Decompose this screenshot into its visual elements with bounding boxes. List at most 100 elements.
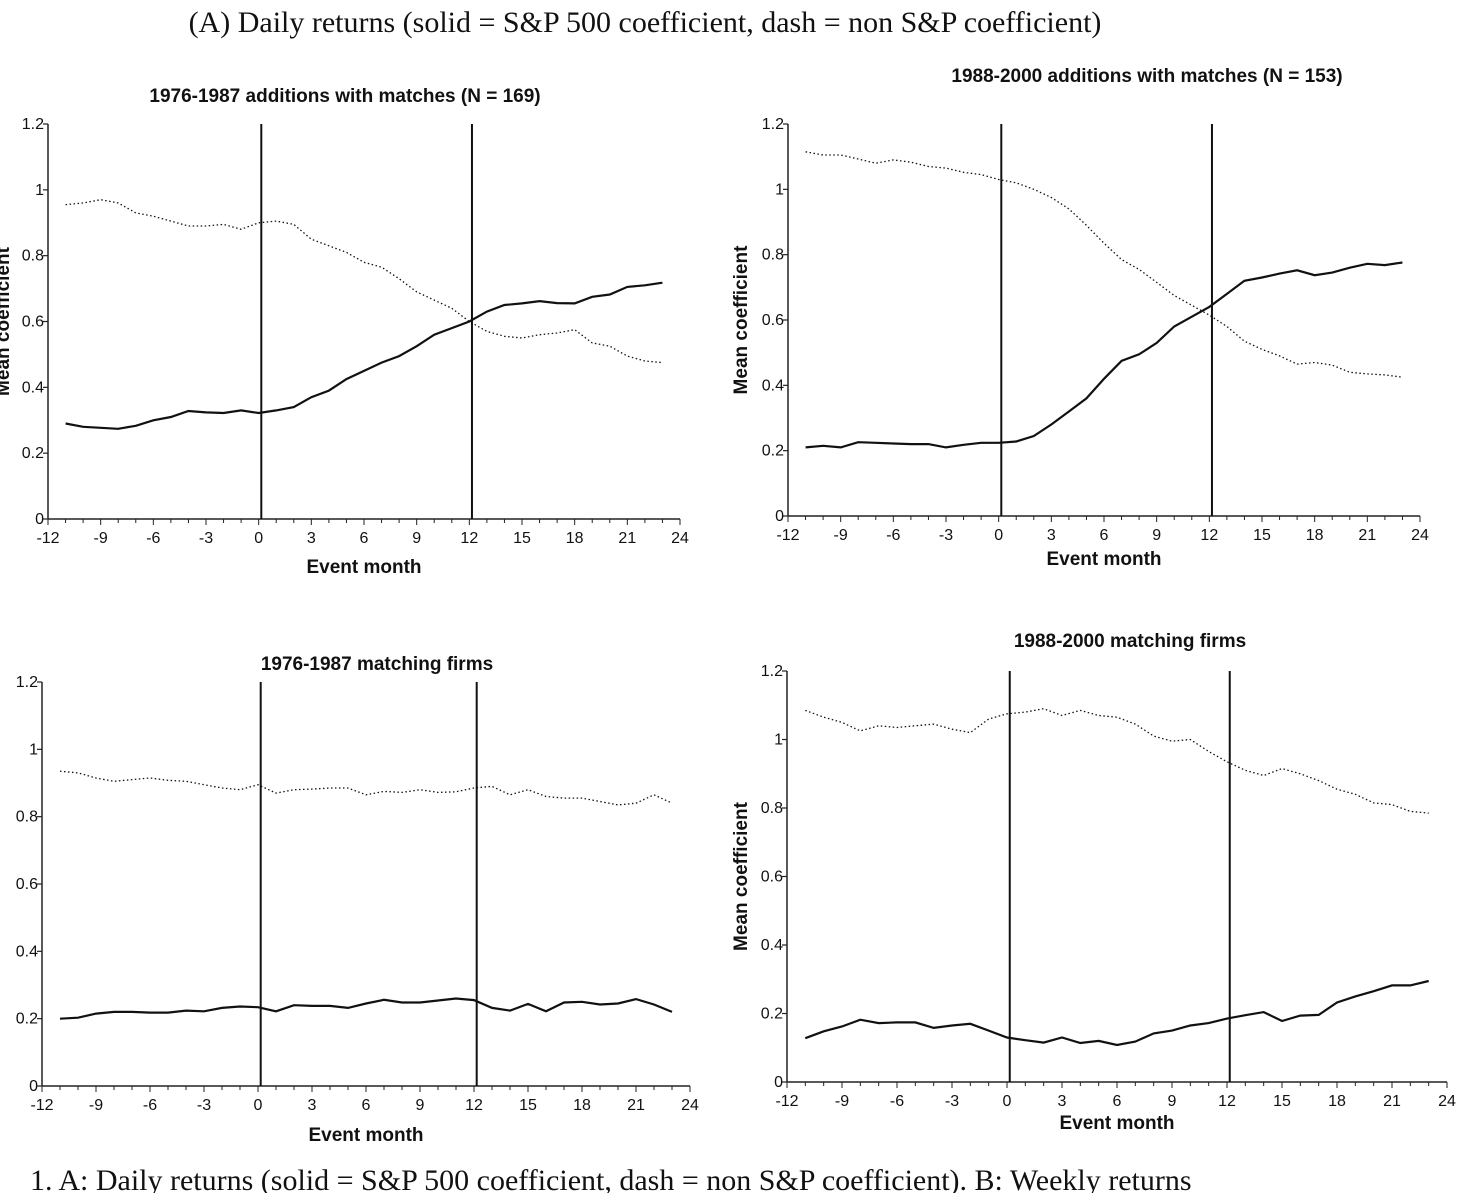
y-tick-label: 1.2 xyxy=(761,663,783,680)
y-tick-label: 0.2 xyxy=(16,1011,38,1028)
y-tick-label: 0.2 xyxy=(762,443,784,460)
x-tick-label: -9 xyxy=(94,530,108,547)
series-nonsp-dotted xyxy=(805,708,1429,814)
panel-bottom-left: 1976-1987 matching firms 0 0.2 0.4 0.6 0.8 1 1.… xyxy=(16,654,699,1146)
x-tick-label: 0 xyxy=(254,1097,263,1114)
y-tick-label: 0 xyxy=(774,1074,783,1091)
x-tick-label: 6 xyxy=(362,1097,371,1114)
x-tick-label: -12 xyxy=(36,530,59,547)
figure-title: (A) Daily returns (solid = S&P 500 coeff… xyxy=(189,6,1102,39)
x-tick-label: 18 xyxy=(566,530,584,547)
y-tick-label: 1.2 xyxy=(762,116,784,133)
y-tick-label: 0.8 xyxy=(761,800,783,817)
x-tick-label: -6 xyxy=(143,1097,157,1114)
x-tick-label: 3 xyxy=(308,1097,317,1114)
x-axis-label: Event month xyxy=(1046,549,1161,570)
x-tick-label: 0 xyxy=(994,527,1003,544)
x-tick-label: -12 xyxy=(775,1093,798,1110)
x-tick-label: 18 xyxy=(1306,527,1324,544)
x-tick-label: -9 xyxy=(835,1093,849,1110)
x-tick-label: -12 xyxy=(30,1097,53,1114)
x-tick-label: -3 xyxy=(197,1097,211,1114)
y-tick-label: 1 xyxy=(774,732,783,749)
y-tick-label: 0.4 xyxy=(762,377,784,394)
y-tick-label: 0.6 xyxy=(762,312,784,329)
series-sp500-solid xyxy=(65,281,663,430)
figure-caption: 1. A: Daily returns (solid = S&P 500 coe… xyxy=(30,1164,1192,1193)
y-tick-label: 1 xyxy=(35,182,44,199)
series-sp500-solid xyxy=(805,261,1403,449)
x-tick-label: 9 xyxy=(416,1097,425,1114)
x-tick-label: 6 xyxy=(1100,527,1109,544)
x-tick-label: 0 xyxy=(1003,1093,1012,1110)
x-tick-label: 15 xyxy=(1273,1093,1291,1110)
x-tick-label: -3 xyxy=(199,530,213,547)
series-nonsp-dotted xyxy=(59,770,673,806)
x-tick-label: -6 xyxy=(890,1093,904,1110)
x-tick-label: 3 xyxy=(1058,1093,1067,1110)
series-nonsp-dotted xyxy=(805,151,1403,378)
y-tick-label: 0.8 xyxy=(16,809,38,826)
x-tick-label: 9 xyxy=(1168,1093,1177,1110)
x-tick-label: -6 xyxy=(146,530,160,547)
x-tick-label: 15 xyxy=(1253,527,1271,544)
y-tick-label: 0.2 xyxy=(761,1006,783,1023)
panel-title: 1988-2000 matching firms xyxy=(1014,631,1246,652)
y-tick-label: 0.2 xyxy=(22,445,44,462)
y-tick-label: 0.8 xyxy=(22,248,44,265)
x-tick-label: 21 xyxy=(618,530,636,547)
x-tick-label: 15 xyxy=(513,530,531,547)
series-nonsp-dotted xyxy=(65,199,663,364)
panel-bottom-right: 1988-2000 matching firms 0 0.2 0.4 0.6 0.8 1 1.… xyxy=(731,631,1456,1134)
y-tick-label: 0.4 xyxy=(22,379,44,396)
x-tick-label: -12 xyxy=(776,527,799,544)
x-tick-label: 18 xyxy=(573,1097,591,1114)
x-tick-label: 3 xyxy=(307,530,316,547)
y-axis-label: Mean coefficient xyxy=(0,246,14,396)
panel-top-left: 1976-1987 additions with matches (N = 16… xyxy=(0,86,689,578)
x-tick-label: -3 xyxy=(945,1093,959,1110)
panel-title: 1976-1987 matching firms xyxy=(261,654,493,675)
series-sp500-solid xyxy=(59,997,673,1020)
x-axis-label: Event month xyxy=(308,1125,423,1146)
x-tick-label: 15 xyxy=(519,1097,537,1114)
x-tick-label: 12 xyxy=(460,530,478,547)
x-tick-label: 21 xyxy=(627,1097,645,1114)
x-axis-label: Event month xyxy=(306,557,421,578)
x-tick-label: 24 xyxy=(1411,527,1429,544)
x-axis-label: Event month xyxy=(1059,1113,1174,1134)
x-tick-label: 12 xyxy=(465,1097,483,1114)
x-tick-label: 9 xyxy=(1152,527,1161,544)
x-tick-label: 21 xyxy=(1383,1093,1401,1110)
y-tick-label: 1.2 xyxy=(22,116,44,133)
panel-title: 1988-2000 additions with matches (N = 15… xyxy=(951,66,1342,87)
x-tick-label: 24 xyxy=(681,1097,699,1114)
y-tick-label: 0.8 xyxy=(762,247,784,264)
y-tick-label: 0 xyxy=(29,1078,38,1095)
y-tick-label: 1 xyxy=(29,741,38,758)
y-tick-label: 0.6 xyxy=(16,876,38,893)
x-tick-label: 12 xyxy=(1200,527,1218,544)
x-tick-label: 9 xyxy=(412,530,421,547)
x-tick-label: 18 xyxy=(1328,1093,1346,1110)
x-tick-label: 24 xyxy=(671,530,689,547)
y-tick-label: 0.4 xyxy=(16,943,38,960)
x-tick-label: 24 xyxy=(1438,1093,1456,1110)
x-tick-label: -9 xyxy=(834,527,848,544)
x-tick-label: 6 xyxy=(1113,1093,1122,1110)
series-sp500-solid xyxy=(804,979,1429,1047)
y-tick-label: 0.6 xyxy=(22,314,44,331)
y-axis-label: Mean coefficient xyxy=(731,801,752,951)
y-tick-label: 0.6 xyxy=(761,869,783,886)
y-tick-label: 0 xyxy=(775,508,784,525)
x-tick-label: 0 xyxy=(254,530,263,547)
panel-top-right: 1988-2000 additions with matches (N = 15… xyxy=(731,66,1429,570)
x-tick-label: 6 xyxy=(360,530,369,547)
panel-title: 1976-1987 additions with matches (N = 16… xyxy=(149,86,540,107)
x-tick-label: -6 xyxy=(886,527,900,544)
x-tick-label: -3 xyxy=(939,527,953,544)
y-tick-label: 0 xyxy=(35,511,44,528)
x-tick-label: 21 xyxy=(1358,527,1376,544)
y-tick-label: 1 xyxy=(775,181,784,198)
